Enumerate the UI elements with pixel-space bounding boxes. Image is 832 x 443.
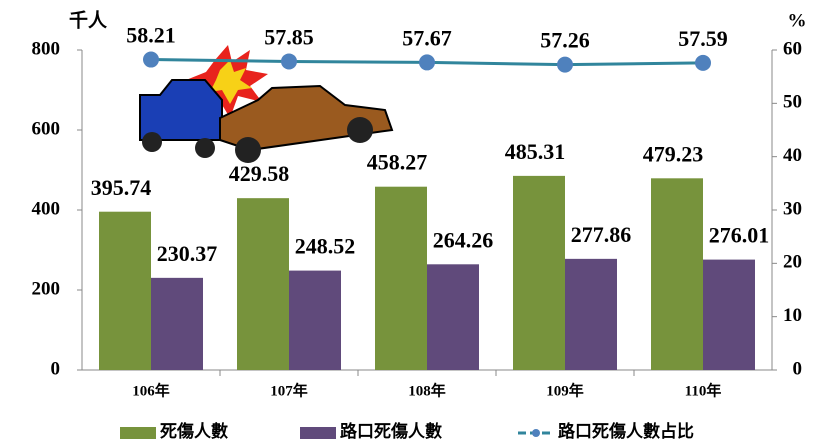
data-label: 485.31 xyxy=(505,139,566,164)
data-label: 58.21 xyxy=(126,23,176,48)
data-label: 458.27 xyxy=(367,150,428,175)
data-label: 230.37 xyxy=(157,241,218,266)
y2-tick-label: 50 xyxy=(783,92,802,113)
bar xyxy=(151,277,203,370)
data-label: 248.52 xyxy=(295,234,356,259)
data-label: 57.85 xyxy=(264,25,314,50)
y2-tick-label: 60 xyxy=(783,38,802,59)
x-tick-label: 109年 xyxy=(546,381,584,399)
bar xyxy=(289,270,341,370)
x-tick-label: 106年 xyxy=(132,381,170,399)
y-tick-label: 0 xyxy=(51,358,61,379)
data-label: 264.26 xyxy=(433,227,494,252)
y2-tick-label: 30 xyxy=(783,198,802,219)
legend-swatch xyxy=(300,427,336,439)
bar xyxy=(565,258,617,370)
line-marker xyxy=(281,53,297,70)
y2-axis-label: % xyxy=(788,10,807,31)
bar xyxy=(513,175,565,370)
x-tick-label: 108年 xyxy=(408,381,446,399)
bar xyxy=(703,259,755,370)
data-label: 57.59 xyxy=(678,26,728,51)
y-tick-label: 600 xyxy=(32,118,61,139)
data-label: 57.26 xyxy=(540,28,590,53)
x-tick-label: 107年 xyxy=(270,381,308,399)
y2-tick-label: 20 xyxy=(783,252,802,273)
x-tick-label: 110年 xyxy=(685,381,722,399)
legend-label: 死傷人數 xyxy=(160,421,228,441)
data-label: 276.01 xyxy=(709,223,770,248)
legend-label: 路口死傷人數占比 xyxy=(558,421,694,441)
data-label: 429.58 xyxy=(229,161,290,186)
y-tick-label: 800 xyxy=(32,38,61,59)
line-marker xyxy=(695,54,711,71)
data-label: 277.86 xyxy=(571,222,632,247)
legend-marker xyxy=(532,429,540,437)
legend-swatch xyxy=(120,427,156,439)
data-label: 395.74 xyxy=(91,175,152,200)
bar xyxy=(237,198,289,370)
line-marker xyxy=(143,51,159,68)
y-tick-label: 200 xyxy=(32,278,61,299)
bar xyxy=(651,178,703,370)
bar xyxy=(375,186,427,370)
y2-tick-label: 10 xyxy=(783,305,802,326)
line-marker xyxy=(419,54,435,71)
data-label: 57.67 xyxy=(402,25,452,50)
y-tick-label: 400 xyxy=(32,198,61,219)
bar xyxy=(427,264,479,370)
crash-illustration xyxy=(139,45,394,163)
y2-tick-label: 40 xyxy=(783,145,802,166)
line-marker xyxy=(557,56,573,73)
y-axis-label: 千人 xyxy=(69,9,108,31)
data-label: 479.23 xyxy=(643,141,704,166)
y2-tick-label: 0 xyxy=(793,358,803,379)
legend-label: 路口死傷人數 xyxy=(340,421,442,441)
bar xyxy=(99,211,151,370)
